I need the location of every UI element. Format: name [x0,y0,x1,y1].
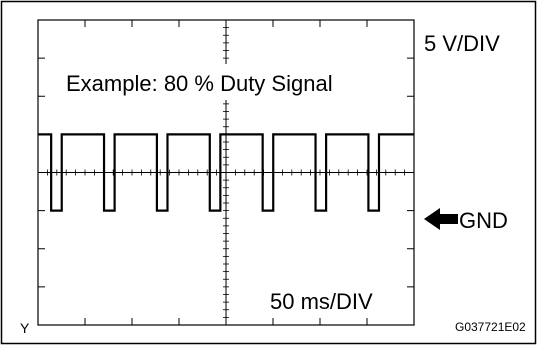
gnd-label: GND [459,208,508,233]
duty-signal-waveform [38,133,414,212]
example-label: Example: 80 % Duty Signal [66,71,333,96]
gnd-arrow-icon [424,208,458,230]
time-label-background [266,286,394,316]
corner-mark: Y [20,320,30,336]
gnd-marker: GND [424,208,508,233]
time-per-div-label: 50 ms/DIV [270,289,373,314]
volt-per-div-label: 5 V/DIV [424,31,500,56]
figure-id: G037721E02 [455,320,526,334]
example-label-background [60,64,382,100]
